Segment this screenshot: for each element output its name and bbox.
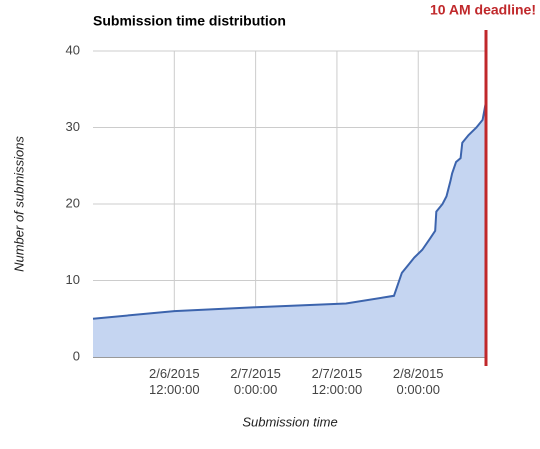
y-tick-label: 30 — [66, 119, 80, 134]
area — [93, 104, 486, 357]
y-tick-label: 10 — [66, 272, 80, 287]
y-axis-label: Number of submissions — [11, 136, 26, 272]
y-tick-label: 0 — [73, 348, 80, 363]
y-tick-label: 40 — [66, 42, 80, 57]
x-axis-label: Submission time — [242, 414, 337, 429]
chart-title: Submission time distribution — [93, 13, 286, 29]
x-tick-label: 2/7/2015 0:00:00 — [230, 366, 281, 397]
x-tick-label: 2/7/2015 12:00:00 — [311, 366, 363, 397]
x-tick-label: 2/6/2015 12:00:00 — [148, 366, 200, 397]
y-tick-label: 20 — [66, 195, 80, 210]
annotation: 10 AM deadline! — [430, 2, 536, 18]
line — [92, 104, 487, 320]
x-tick-label: 2/8/2015 0:00:00 — [392, 366, 444, 397]
